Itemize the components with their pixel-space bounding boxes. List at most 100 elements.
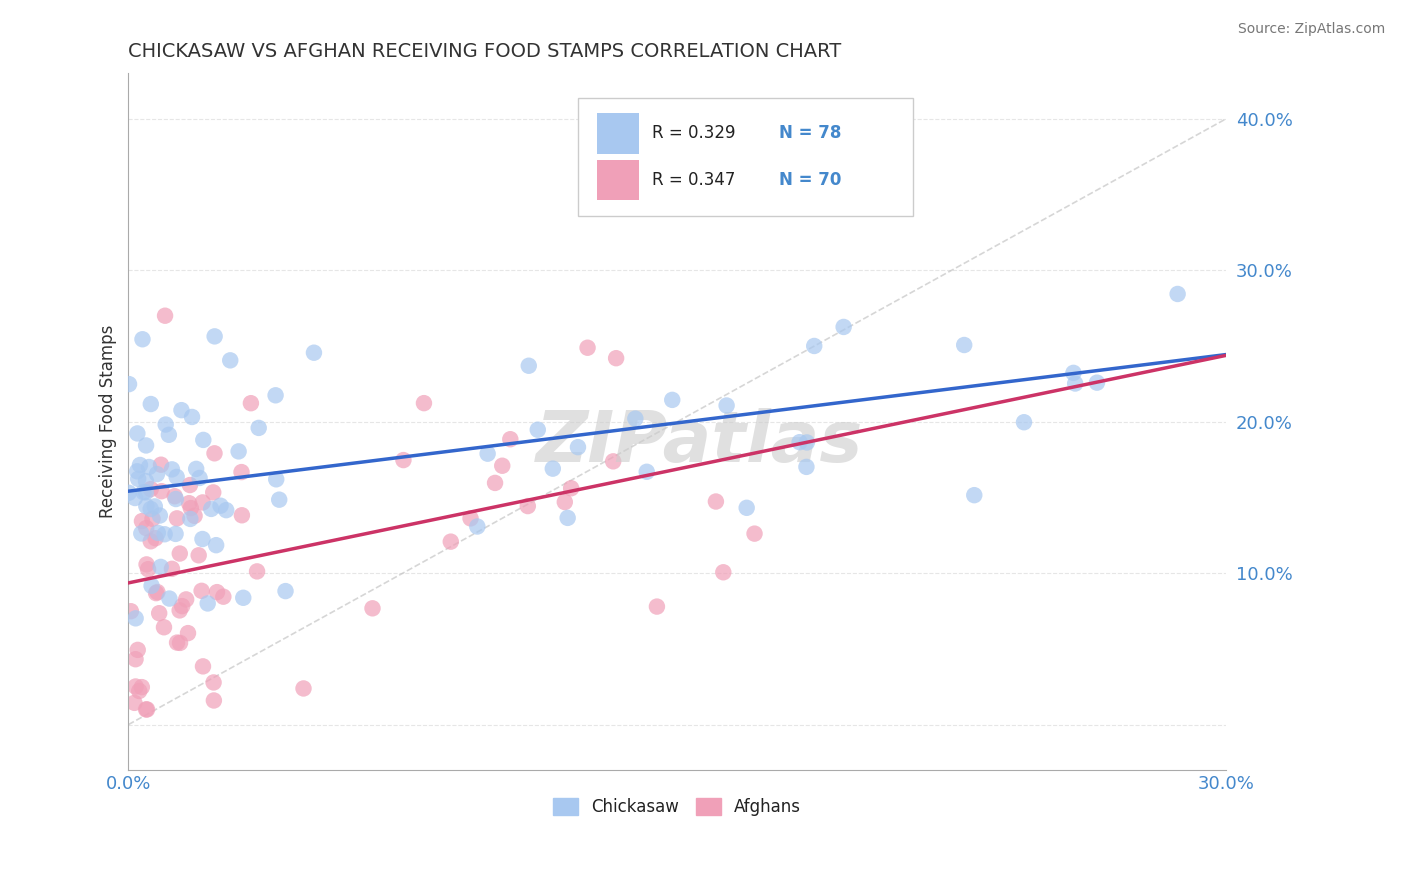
Point bbox=[160, 562, 183, 576]
Point bbox=[128, 684, 150, 698]
Point bbox=[149, 508, 172, 523]
Point bbox=[191, 495, 214, 509]
FancyBboxPatch shape bbox=[578, 98, 912, 216]
Point bbox=[124, 696, 146, 710]
Point bbox=[127, 472, 149, 486]
Point bbox=[602, 454, 624, 468]
Point bbox=[202, 693, 225, 707]
Point bbox=[204, 446, 226, 460]
Point bbox=[135, 474, 157, 488]
Point bbox=[200, 502, 222, 516]
Point bbox=[169, 547, 191, 561]
Point bbox=[132, 485, 155, 500]
Point bbox=[963, 488, 986, 502]
Point bbox=[124, 611, 146, 625]
Point bbox=[138, 460, 160, 475]
Point bbox=[274, 584, 297, 599]
Point bbox=[239, 396, 262, 410]
Text: ZIPatlas: ZIPatlas bbox=[536, 409, 863, 477]
Point bbox=[146, 467, 169, 482]
Point bbox=[169, 603, 191, 617]
Point bbox=[160, 462, 183, 476]
Point bbox=[180, 501, 202, 516]
Point bbox=[499, 432, 522, 446]
Point bbox=[205, 585, 228, 599]
Point bbox=[796, 435, 818, 450]
Point bbox=[215, 503, 238, 517]
Point bbox=[131, 514, 153, 528]
Point bbox=[491, 458, 513, 473]
Point bbox=[789, 435, 811, 450]
Point bbox=[477, 447, 499, 461]
Point bbox=[440, 534, 463, 549]
Point bbox=[219, 353, 242, 368]
Point bbox=[166, 470, 188, 484]
Point bbox=[735, 500, 758, 515]
Text: Source: ZipAtlas.com: Source: ZipAtlas.com bbox=[1237, 22, 1385, 37]
Point bbox=[541, 461, 564, 475]
Point bbox=[155, 417, 177, 432]
Point bbox=[145, 586, 167, 600]
Point bbox=[554, 495, 576, 509]
Point bbox=[146, 585, 169, 599]
Point bbox=[231, 465, 253, 479]
Point bbox=[118, 485, 141, 500]
Point bbox=[179, 512, 201, 526]
Point bbox=[146, 525, 169, 540]
Point bbox=[135, 521, 157, 535]
Point bbox=[187, 549, 209, 563]
Point bbox=[264, 472, 287, 486]
Point bbox=[135, 485, 157, 500]
Point bbox=[136, 702, 159, 716]
Point bbox=[157, 427, 180, 442]
Point bbox=[202, 675, 225, 690]
Point bbox=[567, 440, 589, 454]
Point bbox=[166, 635, 188, 649]
Point bbox=[232, 591, 254, 605]
Point bbox=[163, 489, 186, 503]
Point bbox=[165, 527, 187, 541]
Point bbox=[557, 511, 579, 525]
Y-axis label: Receiving Food Stamps: Receiving Food Stamps bbox=[100, 325, 117, 518]
Point bbox=[193, 433, 215, 447]
Point bbox=[392, 453, 415, 467]
Point bbox=[576, 341, 599, 355]
Point bbox=[413, 396, 436, 410]
Point bbox=[124, 680, 146, 694]
Point bbox=[740, 180, 762, 194]
Point bbox=[190, 583, 212, 598]
Point bbox=[186, 462, 208, 476]
Point bbox=[484, 475, 506, 490]
Point bbox=[172, 599, 194, 614]
Point bbox=[264, 388, 287, 402]
Point bbox=[124, 491, 146, 505]
Point bbox=[177, 496, 200, 510]
Point bbox=[212, 590, 235, 604]
Point bbox=[150, 484, 173, 499]
Point bbox=[560, 481, 582, 495]
Point bbox=[131, 680, 153, 694]
Point bbox=[202, 485, 225, 500]
Point bbox=[1167, 287, 1189, 301]
Point bbox=[744, 526, 766, 541]
Point bbox=[118, 377, 141, 392]
Point bbox=[605, 351, 627, 366]
Point bbox=[170, 403, 193, 417]
Point bbox=[145, 531, 167, 545]
Point bbox=[302, 345, 325, 359]
Point bbox=[465, 519, 488, 533]
Point bbox=[1064, 376, 1087, 391]
Point bbox=[361, 601, 384, 615]
Point bbox=[228, 444, 250, 458]
Text: N = 70: N = 70 bbox=[779, 171, 842, 189]
Point bbox=[135, 702, 157, 716]
Point bbox=[269, 492, 291, 507]
Point bbox=[526, 423, 548, 437]
Point bbox=[1062, 366, 1084, 380]
Text: R = 0.347: R = 0.347 bbox=[652, 171, 735, 189]
Point bbox=[1012, 415, 1035, 429]
Point bbox=[120, 604, 142, 618]
Point bbox=[139, 502, 162, 516]
Point bbox=[166, 511, 188, 525]
Point bbox=[796, 459, 818, 474]
